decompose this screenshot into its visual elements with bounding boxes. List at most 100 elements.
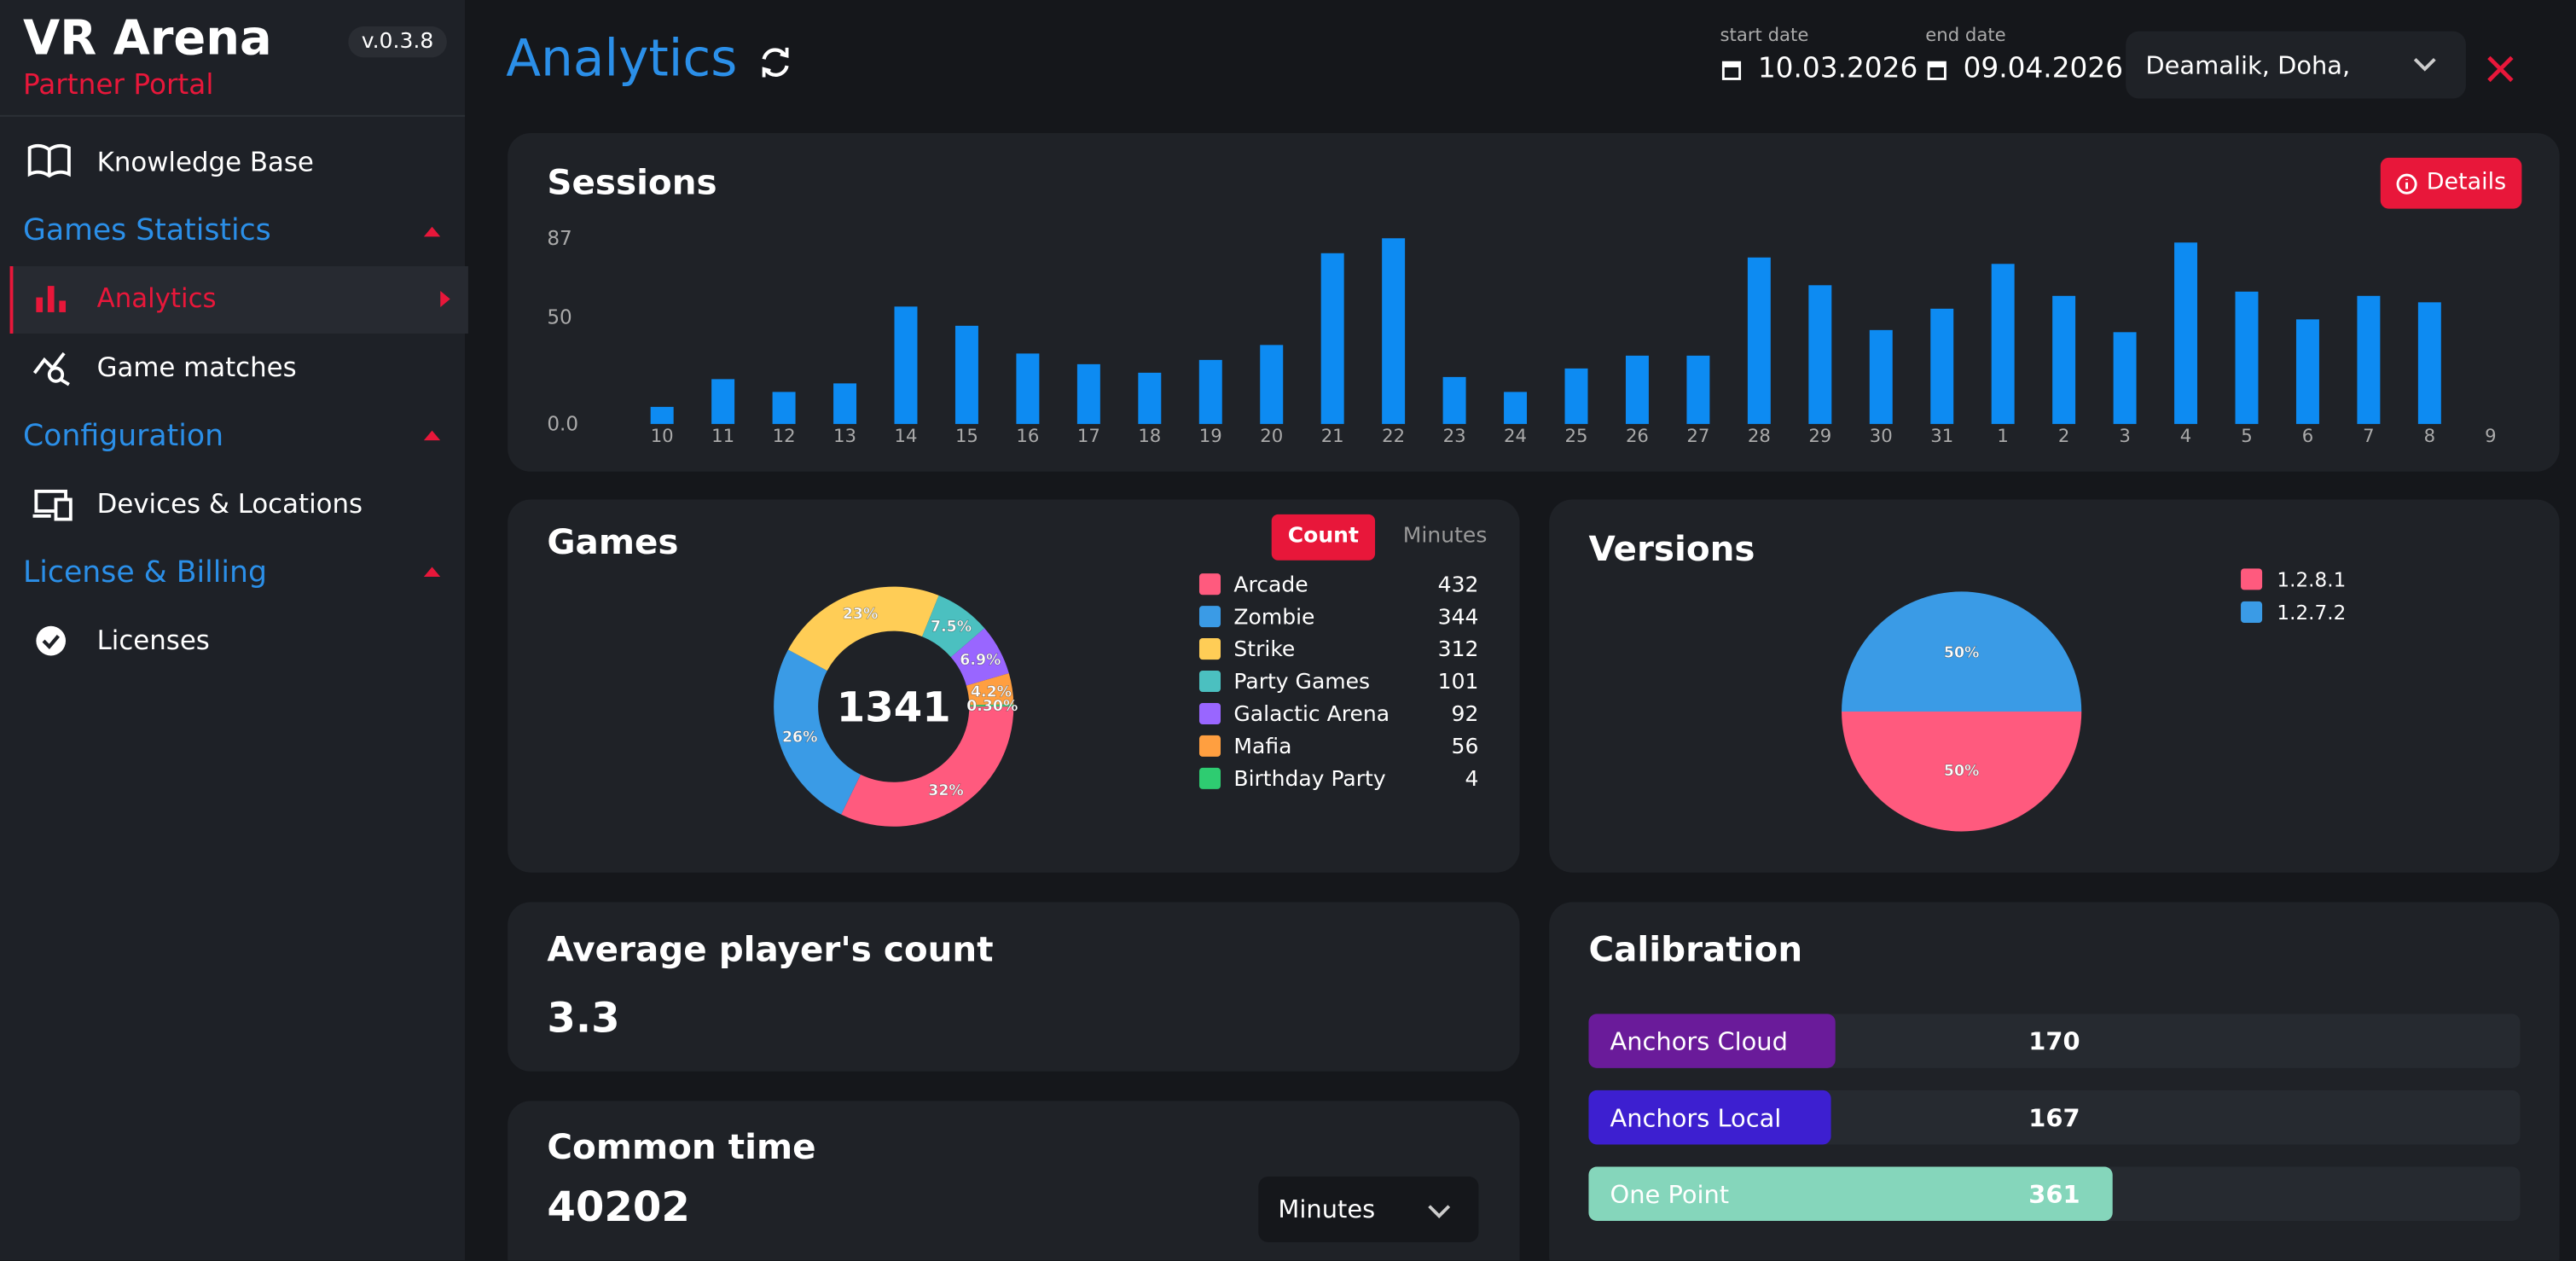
calibration-chart: Anchors Cloud 170 Anchors Local 167 One Poin…	[1588, 1014, 2521, 1222]
unit: Minutes	[1278, 1194, 1376, 1224]
x-tick-label: 30	[1870, 425, 1893, 446]
nav-item[interactable]: Game matches	[96, 352, 297, 383]
slice-label: 50%	[1944, 644, 1979, 661]
legend-swatch	[1198, 671, 1221, 693]
devices-icon	[32, 489, 73, 521]
games-chart: 32% 26% 23% 7.5% 6.9% 4.2%0.30% 1341 Arcade 432 Z…	[774, 572, 1479, 827]
arrow	[440, 290, 450, 308]
details-label: Details	[2426, 169, 2507, 196]
nav-section[interactable]: Games Statistics	[22, 213, 271, 248]
bar-label: One Point	[1610, 1180, 1729, 1209]
slice-label: 6.9%	[960, 652, 1001, 669]
refresh-icon[interactable]	[757, 44, 793, 80]
slice-label: 0.30%	[966, 698, 1018, 715]
slice	[1842, 711, 2082, 832]
x-tick-label: 18	[1138, 425, 1161, 446]
legend-label: Galactic Arena	[1233, 701, 1390, 726]
calendar-icon	[1721, 61, 1742, 80]
chevron	[1428, 1205, 1451, 1218]
bar	[1808, 285, 1832, 424]
slice-label: 50%	[1944, 763, 1979, 780]
slice	[787, 586, 939, 671]
close-icon[interactable]	[2486, 55, 2515, 84]
slice	[841, 706, 1014, 827]
y-tick-label: 87	[547, 228, 571, 250]
bar-label: Anchors Cloud	[1610, 1027, 1787, 1056]
matches-icon	[32, 352, 70, 386]
nav-section[interactable]: License & Billing	[22, 555, 268, 590]
slice	[922, 595, 985, 658]
nav-section[interactable]: Configuration	[22, 419, 224, 454]
slice-label: 26%	[782, 729, 817, 746]
bar	[772, 392, 796, 424]
tab[interactable]: Minutes	[1402, 524, 1488, 549]
bar	[1442, 376, 1466, 424]
slice-label: 7.5%	[931, 619, 972, 636]
nav-item[interactable]: Devices & Locations	[96, 488, 363, 520]
donut-total: 1341	[837, 684, 951, 732]
legend-value: 92	[1452, 701, 1479, 726]
x-tick-label: 26	[1626, 425, 1649, 446]
bar	[2417, 302, 2441, 424]
x-tick-label: 13	[833, 425, 856, 446]
details-button[interactable]	[2380, 157, 2522, 209]
x-tick-label: 6	[2302, 425, 2313, 446]
legend-swatch	[2241, 601, 2263, 623]
y-tick-label: 0.0	[547, 414, 578, 436]
legend-swatch	[1198, 573, 1221, 596]
start-date[interactable]: 10.03.2026	[1757, 52, 1918, 86]
legend-swatch	[1198, 638, 1221, 660]
nav-item[interactable]: Licenses	[96, 624, 210, 656]
x-tick-label: 10	[651, 425, 674, 446]
x-tick-label: 15	[955, 425, 978, 446]
x-tick-label: 19	[1199, 425, 1222, 446]
caret	[423, 226, 441, 237]
x-tick-label: 11	[711, 425, 734, 446]
chevron	[2413, 57, 2436, 72]
slice	[969, 704, 1014, 707]
legend-label: Strike	[1233, 636, 1295, 661]
end-date[interactable]: 09.04.2026	[1963, 52, 2124, 86]
legend-value: 432	[1438, 572, 1479, 596]
legend-label: 1.2.8.1	[2277, 570, 2346, 592]
slice	[966, 673, 1014, 706]
tab-active[interactable]	[1271, 514, 1376, 561]
bar-label: Anchors Local	[1610, 1103, 1781, 1132]
card-title: Versions	[1588, 529, 1755, 569]
x-tick-label: 28	[1748, 425, 1771, 446]
license-icon	[36, 625, 67, 656]
x-tick-label: 20	[1260, 425, 1283, 446]
unit-select[interactable]	[1258, 1177, 1479, 1243]
page-title: Analytics	[506, 29, 738, 90]
x-tick-label: 16	[1016, 425, 1039, 446]
x-tick-label: 2	[2058, 425, 2069, 446]
x-tick-label: 27	[1686, 425, 1709, 446]
bar	[1869, 329, 1893, 424]
games-card: Games Count Minutes 32% 26% 23% 7.5% 6.9% 4.2…	[508, 499, 1520, 873]
bar	[1260, 345, 1284, 424]
version: v.0.3.8	[348, 26, 447, 58]
bar-value: 361	[2028, 1180, 2080, 1209]
slice	[1842, 591, 2082, 712]
average-card: Average player's count 3.3	[508, 902, 1520, 1072]
bar	[1625, 355, 1649, 424]
nav-item[interactable]: Knowledge Base	[96, 146, 314, 178]
brand-subtitle: Partner Portal	[22, 68, 214, 102]
legend-label: Zombie	[1233, 604, 1314, 629]
bar	[1076, 363, 1100, 424]
tab: Count	[1287, 524, 1359, 549]
x-tick-label: 17	[1077, 425, 1100, 446]
date-label: start date	[1720, 24, 1809, 46]
location-select[interactable]	[2126, 31, 2466, 99]
legend-value: 312	[1438, 636, 1479, 661]
sidebar: VR Arena Partner Portal v.0.3.8 Knowledg…	[0, 0, 468, 1261]
slice-label: 23%	[843, 606, 878, 623]
card-title: Sessions	[547, 162, 717, 202]
legend-value: 4	[1465, 766, 1478, 791]
card-title: Common time	[547, 1127, 816, 1167]
bar	[1382, 238, 1406, 424]
nav-item[interactable]: Analytics	[96, 282, 217, 314]
bar	[1588, 1090, 1831, 1145]
